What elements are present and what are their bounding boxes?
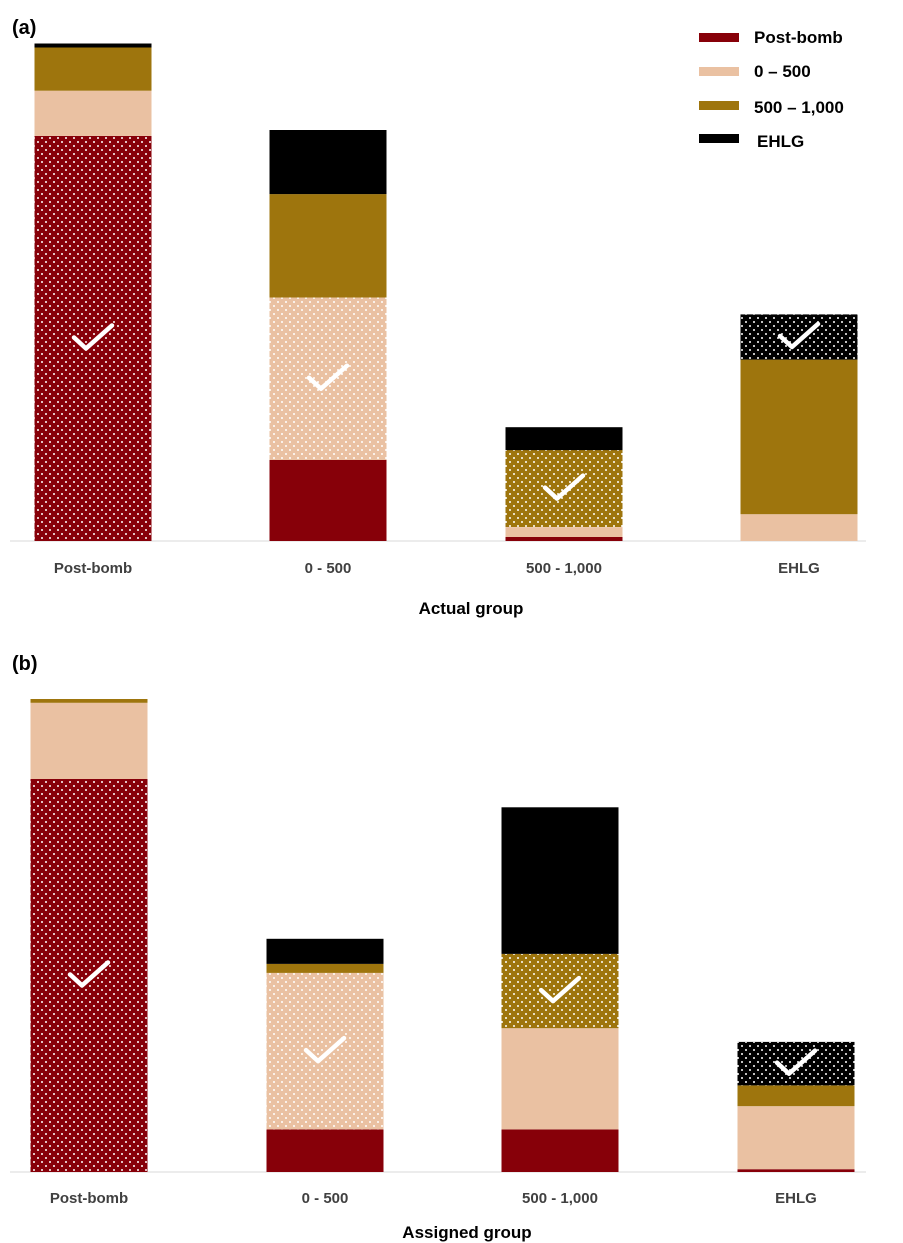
correct-pattern-a-500-1-000 <box>505 450 623 527</box>
correct-pattern-b-500-1-000 <box>501 953 619 1029</box>
panel-a-tick-labels: Post-bomb 0 - 500 500 - 1,000 EHLG <box>54 560 820 577</box>
legend-swatch-500-1000 <box>699 101 739 110</box>
bar-b-post-bomb-0-500 <box>30 702 148 779</box>
legend-label-post-bomb: Post-bomb <box>754 28 843 47</box>
bar-b-post-bomb-500-1-000 <box>30 699 148 703</box>
tick-label-a-ehlg: EHLG <box>778 560 820 577</box>
bar-b-ehlg-0-500 <box>737 1106 855 1170</box>
bar-a-500-1-000-ehlg <box>505 427 623 451</box>
bar-b-500-1-000-post-bomb <box>501 1129 619 1172</box>
legend-swatch-ehlg <box>699 134 739 143</box>
check-icon <box>306 363 350 391</box>
bar-b-ehlg-500-1-000 <box>737 1085 855 1107</box>
panel-b-bars <box>30 699 855 1172</box>
panel-b-label: (b) <box>12 653 38 675</box>
bar-a-0-500-ehlg <box>269 130 387 195</box>
bar-a-0-500-500-1-000 <box>269 194 387 298</box>
bar-a-500-1-000-post-bomb <box>505 537 623 541</box>
bar-a-0-500-post-bomb <box>269 460 387 541</box>
bar-a-post-bomb-0-500 <box>34 90 152 136</box>
check-icon <box>71 323 115 351</box>
check-icon <box>303 1035 347 1064</box>
bar-a-ehlg-0-500 <box>740 514 858 541</box>
bar-b-0-500-ehlg <box>266 938 384 964</box>
check-icon <box>774 1048 818 1076</box>
bar-b-0-500-500-1-000 <box>266 963 384 973</box>
tick-label-a-post-bomb: Post-bomb <box>54 560 132 577</box>
tick-label-b-post-bomb: Post-bomb <box>50 1190 128 1207</box>
legend-swatch-0-500 <box>699 67 739 76</box>
tick-label-b-500-1000: 500 - 1,000 <box>522 1190 598 1207</box>
correct-pattern-b-post-bomb <box>30 778 148 1172</box>
check-icon <box>67 960 111 988</box>
bar-a-ehlg-500-1-000 <box>740 359 858 515</box>
legend-swatch-post-bomb <box>699 33 739 42</box>
bar-b-0-500-post-bomb <box>266 1129 384 1172</box>
legend: Post-bomb 0 – 500 500 – 1,000 EHLG <box>699 28 844 151</box>
panel-a-label: (a) <box>12 17 36 39</box>
correct-pattern-a-ehlg <box>740 314 858 360</box>
correct-pattern-b-0-500 <box>266 972 384 1130</box>
panel-a-xlabel: Actual group <box>419 599 524 618</box>
tick-label-a-0-500: 0 - 500 <box>305 560 352 577</box>
correct-pattern-b-ehlg <box>737 1041 855 1086</box>
bar-b-ehlg-post-bomb <box>737 1169 855 1172</box>
correct-pattern-a-post-bomb <box>34 135 152 541</box>
bar-b-500-1-000-ehlg <box>501 807 619 954</box>
panel-b-tick-labels: Post-bomb 0 - 500 500 - 1,000 EHLG <box>50 1190 817 1207</box>
tick-label-a-500-1000: 500 - 1,000 <box>526 560 602 577</box>
legend-label-0-500: 0 – 500 <box>754 62 811 81</box>
correct-pattern-a-0-500 <box>269 297 387 460</box>
bar-b-500-1-000-0-500 <box>501 1028 619 1130</box>
legend-label-ehlg: EHLG <box>757 132 804 151</box>
bar-a-500-1-000-0-500 <box>505 527 623 537</box>
bar-a-post-bomb-500-1-000 <box>34 47 152 91</box>
bar-a-post-bomb-ehlg <box>34 43 152 48</box>
check-icon <box>538 975 582 1004</box>
check-icon <box>777 321 821 350</box>
tick-label-b-ehlg: EHLG <box>775 1190 817 1207</box>
tick-label-b-0-500: 0 - 500 <box>302 1190 349 1207</box>
panel-b-xlabel: Assigned group <box>402 1223 531 1242</box>
panel-a-bars <box>34 43 858 541</box>
legend-label-500-1000: 500 – 1,000 <box>754 98 844 117</box>
check-icon <box>542 473 586 501</box>
